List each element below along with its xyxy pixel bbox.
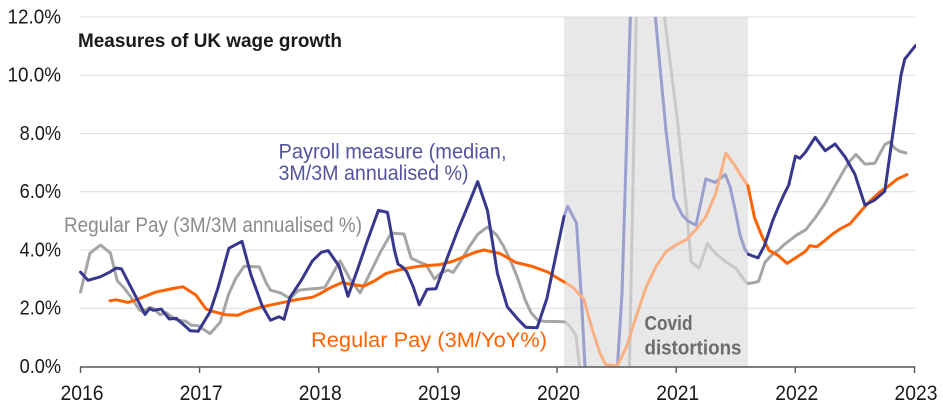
- svg-text:0.0%: 0.0%: [20, 356, 62, 378]
- svg-text:2021: 2021: [656, 382, 699, 405]
- svg-text:2017: 2017: [180, 382, 223, 405]
- svg-text:2018: 2018: [299, 382, 342, 405]
- svg-text:2023: 2023: [895, 382, 938, 405]
- svg-text:2022: 2022: [775, 382, 818, 405]
- svg-text:3M/3M annualised %): 3M/3M annualised %): [279, 162, 469, 185]
- svg-text:10.0%: 10.0%: [8, 65, 62, 87]
- svg-text:Payroll measure (median,: Payroll measure (median,: [279, 141, 507, 164]
- svg-text:2.0%: 2.0%: [20, 298, 62, 320]
- svg-text:12.0%: 12.0%: [8, 6, 62, 28]
- svg-text:2016: 2016: [61, 382, 104, 405]
- svg-text:Regular Pay (3M/YoY%): Regular Pay (3M/YoY%): [311, 329, 547, 352]
- svg-text:6.0%: 6.0%: [20, 181, 62, 203]
- svg-text:distortions: distortions: [645, 338, 742, 360]
- svg-text:Regular Pay (3M/3M annualised: Regular Pay (3M/3M annualised %): [64, 214, 362, 237]
- svg-text:Covid: Covid: [645, 313, 693, 335]
- svg-text:8.0%: 8.0%: [20, 123, 62, 145]
- svg-text:2019: 2019: [418, 382, 461, 405]
- svg-text:4.0%: 4.0%: [20, 239, 62, 261]
- svg-text:Measures of UK wage growth: Measures of UK wage growth: [78, 31, 342, 52]
- svg-text:2020: 2020: [537, 382, 580, 405]
